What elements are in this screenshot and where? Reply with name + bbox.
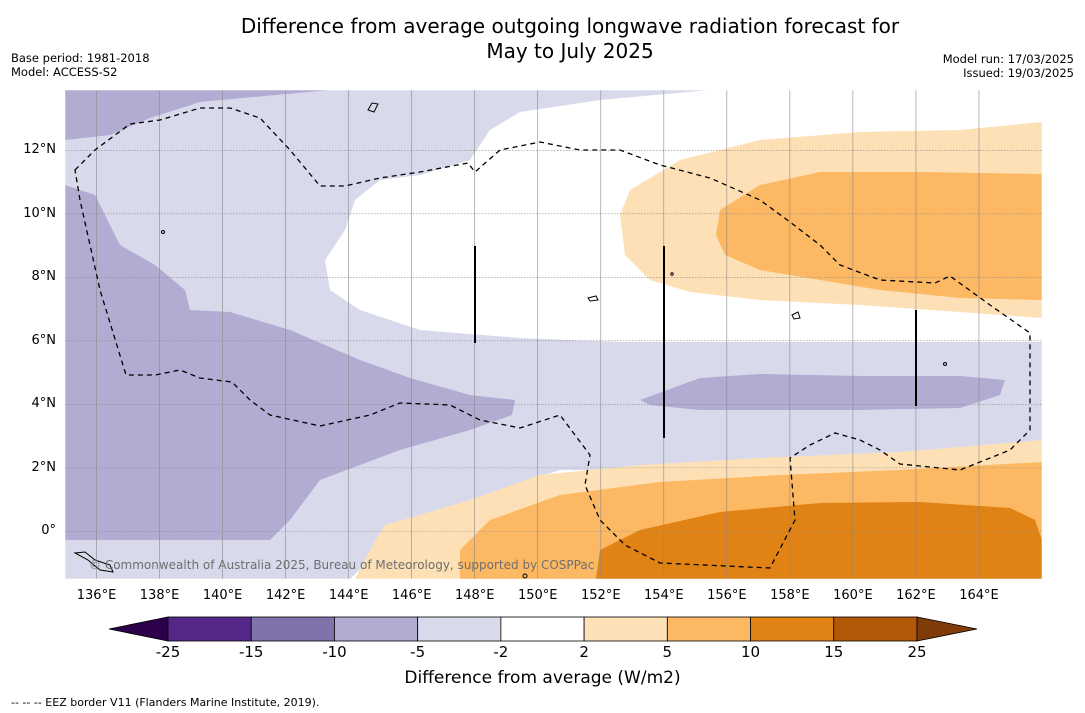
colorbar-segment [250,616,335,642]
model-run: Model run: 17/03/2025 [942,52,1074,66]
x-tick-label: 150°E [517,588,558,603]
colorbar-segment [666,616,751,642]
title-line-2: May to July 2025 [486,39,654,63]
colorbar-tick-label: 15 [824,643,844,661]
title-line-1: Difference from average outgoing longwav… [240,14,900,38]
base-period: Base period: 1981-2018 [11,51,150,65]
eez-borders [74,107,1031,569]
region-negative-medium-east [640,374,1005,410]
metadata-right: Model run: 17/03/2025 Issued: 19/03/2025 [943,52,1074,80]
map-title: Difference from average outgoing longwav… [0,14,1085,64]
islands [73,102,947,579]
y-tick-label: 6°N [31,332,57,348]
island-outline [161,230,165,234]
colorbar-tick-label: 5 [662,643,673,661]
model-name: Model: ACCESS-S2 [11,65,118,79]
island-outline [943,362,947,366]
colorbar-tick-label: 10 [741,643,761,661]
colorbar-segment [833,616,918,642]
map-plot-area [65,90,1042,579]
metadata-left: Base period: 1981-2018 Model: ACCESS-S2 [11,51,150,79]
colorbar-extend-max [916,616,978,642]
x-tick-label: 162°E [896,588,936,603]
y-tick-label: 10°N [23,205,56,221]
colorbar-segment [167,616,252,642]
colorbar-segment [417,616,502,642]
region-positive-medium-north [716,172,1042,300]
markers [474,246,917,438]
colorbar-extend-min [108,616,169,642]
island-outline [587,295,599,302]
colorbar-tick-label: -25 [155,643,181,661]
x-tick-label: 136°E [76,588,117,603]
x-tick-label: 152°E [581,588,621,603]
island-outline [522,573,528,579]
colorbar [108,616,978,642]
copyright-text: © Commonwealth of Australia 2025, Bureau… [89,558,595,572]
region-negative-medium-west [65,185,515,540]
colorbar-tick-label: -2 [493,643,509,661]
island-outline [670,272,674,276]
x-tick-label: 142°E [265,588,306,603]
x-tick-label: 164°E [959,588,999,603]
colorbar-tick-label: -10 [322,643,347,661]
colorbar-segment [750,616,835,642]
x-tick-label: 140°E [202,588,243,603]
eez-border-west [74,107,1031,569]
colorbar-tick-label: 2 [579,643,589,661]
y-tick-label: 12°N [23,142,56,158]
island-outline [367,102,379,113]
x-tick-label: 158°E [770,588,810,603]
x-tick-label: 160°E [833,588,873,603]
y-tick-label: 0° [41,523,56,539]
region-positive-dark-south [596,502,1042,579]
colorbar-segment [500,616,585,642]
x-tick-label: 144°E [328,588,369,603]
y-tick-label: 8°N [31,269,57,285]
island-outline [791,311,801,320]
x-tick-label: 148°E [454,588,495,603]
colorbar-tick-label: 25 [907,643,927,661]
x-tick-label: 156°E [707,588,747,603]
issued-date: Issued: 19/03/2025 [963,66,1074,80]
x-tick-label: 138°E [139,588,180,603]
y-tick-label: 2°N [31,459,57,475]
x-tick-label: 154°E [644,588,684,603]
colorbar-segment [583,616,668,642]
colorbar-tick-label: -15 [238,643,264,661]
footer-note: -- -- -- EEZ border V11 (Flanders Marine… [11,696,320,709]
colorbar-title: Difference from average (W/m2) [404,668,681,688]
y-tick-label: 4°N [31,396,57,412]
colorbar-segment [334,616,419,642]
x-tick-label: 146°E [391,588,432,603]
colorbar-tick-label: -5 [410,643,426,661]
region-negative-medium [65,90,330,140]
map-frame [64,89,1043,580]
island-outline [73,551,114,573]
